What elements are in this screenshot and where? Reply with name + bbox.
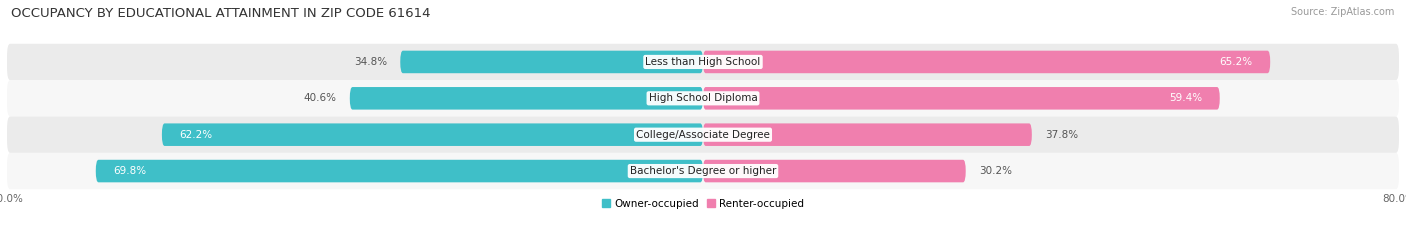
Text: 40.6%: 40.6% [304,93,337,103]
Text: 59.4%: 59.4% [1170,93,1202,103]
FancyBboxPatch shape [7,44,1399,80]
Text: Source: ZipAtlas.com: Source: ZipAtlas.com [1291,7,1395,17]
FancyBboxPatch shape [401,51,703,73]
FancyBboxPatch shape [96,160,703,182]
FancyBboxPatch shape [703,87,1220,110]
Text: 69.8%: 69.8% [112,166,146,176]
Text: Less than High School: Less than High School [645,57,761,67]
FancyBboxPatch shape [7,153,1399,189]
Text: 34.8%: 34.8% [354,57,387,67]
Text: OCCUPANCY BY EDUCATIONAL ATTAINMENT IN ZIP CODE 61614: OCCUPANCY BY EDUCATIONAL ATTAINMENT IN Z… [11,7,430,20]
Text: College/Associate Degree: College/Associate Degree [636,130,770,140]
Text: Bachelor's Degree or higher: Bachelor's Degree or higher [630,166,776,176]
Text: 62.2%: 62.2% [180,130,212,140]
FancyBboxPatch shape [7,116,1399,153]
Text: 30.2%: 30.2% [979,166,1012,176]
FancyBboxPatch shape [703,123,1032,146]
FancyBboxPatch shape [350,87,703,110]
FancyBboxPatch shape [703,51,1270,73]
Text: High School Diploma: High School Diploma [648,93,758,103]
FancyBboxPatch shape [7,80,1399,116]
Legend: Owner-occupied, Renter-occupied: Owner-occupied, Renter-occupied [598,194,808,213]
Text: 65.2%: 65.2% [1219,57,1253,67]
Text: 37.8%: 37.8% [1045,130,1078,140]
FancyBboxPatch shape [703,160,966,182]
FancyBboxPatch shape [162,123,703,146]
